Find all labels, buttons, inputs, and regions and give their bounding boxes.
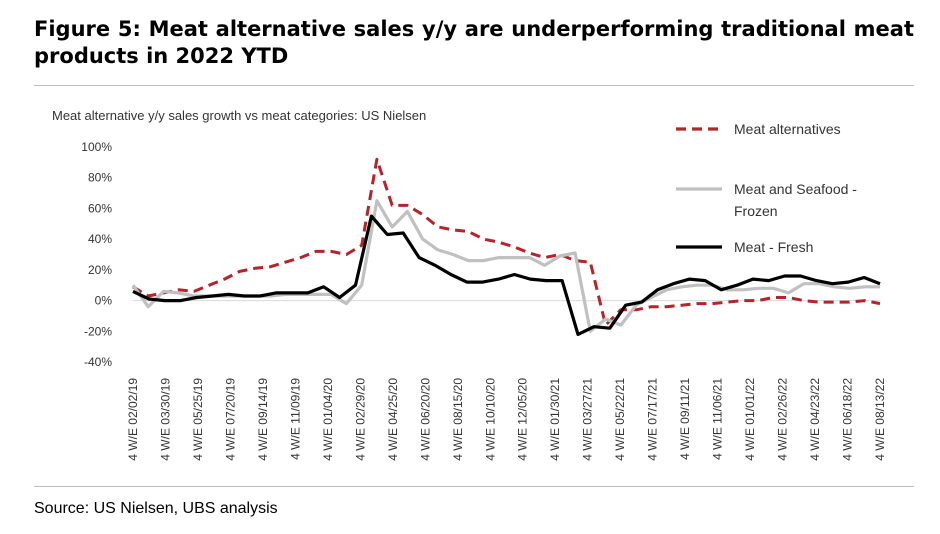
- y-tick-label: 100%: [81, 140, 112, 154]
- x-tick-label: 4 W/E 12/05/20: [516, 378, 530, 461]
- legend-label-1: Meat and Seafood -Frozen: [734, 181, 857, 219]
- x-tick-label: 4 W/E 02/02/19: [126, 378, 140, 461]
- x-tick-label: 4 W/E 03/27/21: [581, 378, 595, 461]
- y-tick-label: -20%: [84, 324, 112, 338]
- x-tick-label: 4 W/E 07/20/19: [223, 378, 237, 461]
- x-tick-label: 4 W/E 05/25/19: [191, 378, 205, 461]
- x-tick-label: 4 W/E 11/09/19: [288, 378, 302, 460]
- y-axis: -40% -20% 0% 20% 40% 60% 80% 100%: [81, 140, 112, 369]
- x-axis: 4 W/E 02/02/19 4 W/E 03/30/19 4 W/E 05/25/…: [126, 378, 887, 461]
- x-tick-label: 4 W/E 10/10/20: [483, 378, 497, 461]
- x-tick-label: 4 W/E 09/14/19: [256, 378, 270, 461]
- figure-title: Figure 5: Meat alternative sales y/y are…: [34, 17, 914, 68]
- y-tick-label: 0%: [95, 294, 113, 308]
- plot-lines: [131, 157, 881, 336]
- y-tick-label: 80%: [88, 171, 112, 185]
- y-tick-label: 60%: [88, 201, 112, 215]
- x-tick-label: 4 W/E 07/17/21: [646, 378, 660, 461]
- legend-label-2: Meat - Fresh: [734, 239, 813, 255]
- legend: Meat alternatives Meat and Seafood -Froze…: [676, 121, 857, 255]
- x-tick-label: 4 W/E 01/01/22: [743, 378, 757, 461]
- x-tick-label: 4 W/E 04/25/20: [386, 378, 400, 461]
- y-tick-label: 40%: [88, 232, 112, 246]
- chart-subtitle: Meat alternative y/y sales growth vs mea…: [52, 108, 427, 123]
- series-line-1: [131, 199, 880, 333]
- source-note: Source: US Nielsen, UBS analysis: [34, 500, 278, 517]
- y-tick-label: -40%: [84, 355, 112, 369]
- x-tick-label: 4 W/E 05/22/21: [613, 378, 627, 461]
- x-tick-label: 4 W/E 01/04/20: [321, 378, 335, 461]
- series-line-2: [132, 214, 881, 336]
- x-tick-label: 4 W/E 04/23/22: [808, 378, 822, 461]
- x-tick-label: 4 W/E 08/15/20: [451, 378, 465, 461]
- series-line-0: [132, 157, 881, 327]
- x-tick-label: 4 W/E 03/30/19: [158, 378, 172, 461]
- x-tick-label: 4 W/E 06/20/20: [418, 378, 432, 461]
- x-tick-label: 4 W/E 01/30/21: [548, 378, 562, 461]
- x-tick-label: 4 W/E 02/29/20: [353, 378, 367, 461]
- x-tick-label: 4 W/E 06/18/22: [841, 378, 855, 461]
- y-tick-label: 20%: [88, 263, 112, 277]
- bottom-divider: [34, 486, 914, 487]
- x-tick-label: 4 W/E 02/26/22: [776, 378, 790, 461]
- x-tick-label: 4 W/E 09/11/21: [678, 378, 692, 460]
- legend-label-0: Meat alternatives: [734, 121, 841, 137]
- x-tick-label: 4 W/E 11/06/21: [711, 378, 725, 460]
- top-divider: [34, 85, 914, 86]
- x-tick-label: 4 W/E 08/13/22: [873, 378, 887, 461]
